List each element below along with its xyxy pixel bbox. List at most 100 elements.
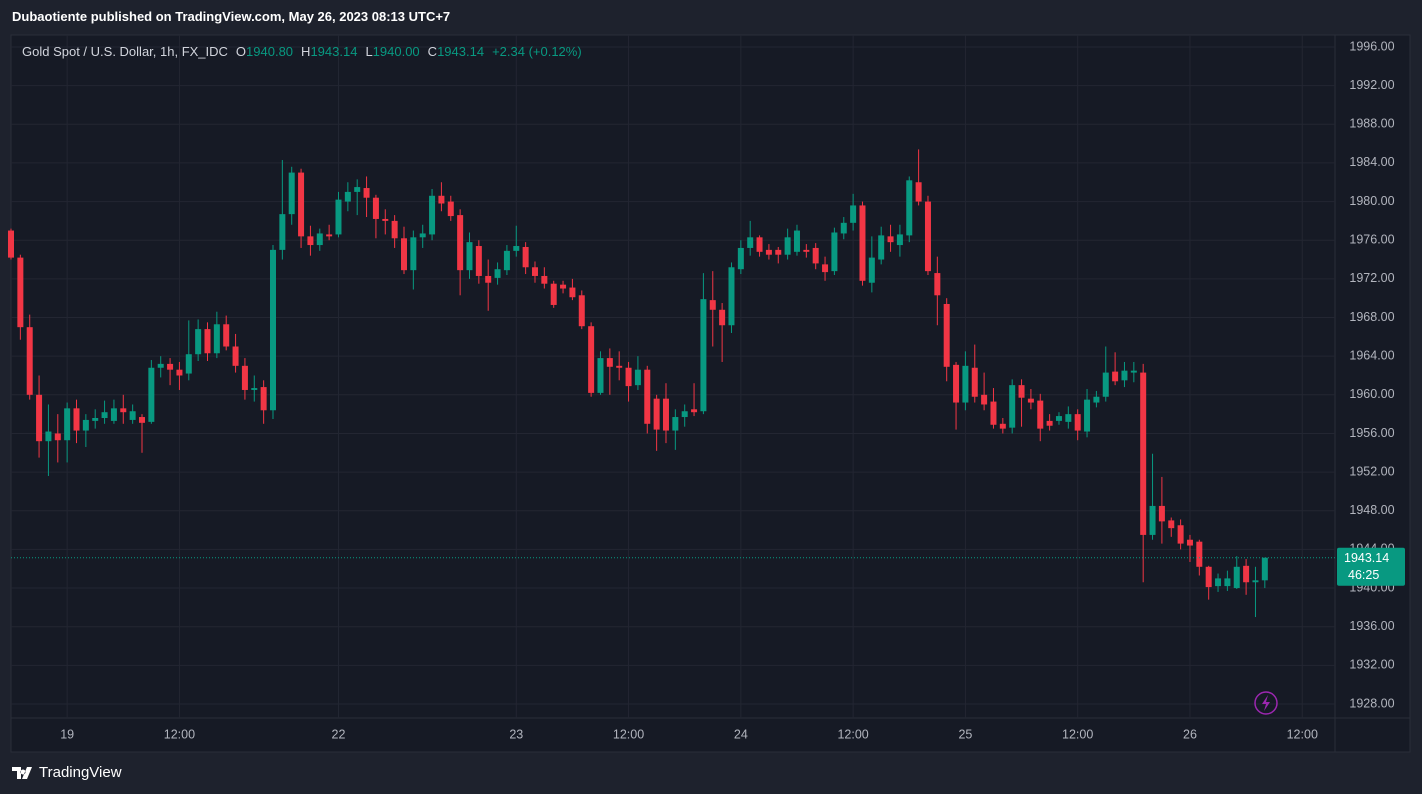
candle-body (896, 234, 903, 246)
candle-body (1055, 416, 1062, 421)
candle-body (765, 249, 772, 255)
symbol: Gold Spot / U.S. Dollar, 1h, FX_IDC (22, 44, 228, 59)
candle-body (737, 247, 744, 270)
candle-body (1252, 580, 1259, 583)
x-tick-label: 22 (332, 727, 346, 741)
candle-body (195, 329, 202, 355)
open-label: O (235, 44, 247, 59)
candle-body (1018, 385, 1025, 398)
candle-body (1196, 541, 1203, 567)
chart-panel (10, 34, 1411, 753)
candle-body (447, 201, 454, 217)
candle-body (110, 408, 117, 421)
candle-body (644, 369, 651, 424)
lightning-icon[interactable] (1254, 691, 1278, 715)
candle-body (756, 237, 763, 252)
x-tick-label: 23 (509, 727, 523, 741)
candle-body (204, 329, 211, 354)
brand-logo (12, 766, 32, 779)
candle-body (223, 324, 230, 347)
candle-body (120, 408, 127, 413)
candle-body (653, 398, 660, 430)
low-label: L (365, 44, 373, 59)
candle-body (962, 365, 969, 403)
y-tick-label: 1972.00 (1349, 271, 1394, 285)
candle-body (298, 172, 305, 237)
brand-name: TradingView (39, 764, 122, 781)
candle-body (92, 417, 99, 421)
candle-body (1158, 505, 1165, 522)
candle-body (251, 388, 258, 390)
candle-body (541, 275, 548, 284)
y-tick-label: 1964.00 (1349, 348, 1394, 362)
candle-body (784, 237, 791, 255)
candle-body (1009, 385, 1016, 428)
candle-body (662, 398, 669, 431)
candle-body (981, 394, 988, 405)
candle-body (868, 257, 875, 283)
candle-body (157, 363, 164, 368)
candle-body (1102, 372, 1109, 397)
y-tick-label: 1956.00 (1349, 426, 1394, 440)
caption: Dubaotiente published on TradingView.com… (12, 9, 451, 24)
candle-body (625, 367, 632, 387)
candle-body (775, 249, 782, 255)
candle-body (588, 326, 595, 393)
candle-body (354, 187, 361, 192)
x-tick-label: 24 (734, 727, 748, 741)
candle-body (793, 230, 800, 252)
x-tick-label: 12:00 (613, 727, 644, 741)
candle-body (934, 273, 941, 296)
candle-body (185, 354, 192, 374)
candle-body (419, 233, 426, 238)
candle-body (1065, 414, 1072, 422)
candle-body (803, 249, 810, 252)
y-tick-label: 1948.00 (1349, 503, 1394, 517)
candle-body (503, 250, 510, 271)
x-tick-label: 12:00 (1287, 727, 1318, 741)
candle-body (279, 214, 286, 250)
candle-body (326, 234, 333, 237)
candle-body (485, 275, 492, 283)
candle-body (1224, 578, 1231, 587)
candle-body (1186, 539, 1193, 546)
high-value: 1943.14 (310, 44, 358, 59)
candle-body (269, 249, 276, 411)
candle-body (822, 264, 829, 273)
candle-body (569, 287, 576, 298)
candle-body (887, 236, 894, 243)
candle-body (45, 431, 52, 442)
candle-body (344, 191, 351, 202)
candle-body (915, 182, 922, 202)
candle-body (391, 220, 398, 239)
axes: 1928.001932.001936.001940.001944.001948.… (60, 39, 1405, 741)
candle-body (681, 411, 688, 418)
candle-body (513, 246, 520, 251)
countdown-label: 46:25 (1348, 568, 1379, 582)
candle-body (943, 303, 950, 367)
brand: TradingView (12, 764, 122, 781)
candle-body (1130, 370, 1137, 373)
y-tick-label: 1980.00 (1349, 194, 1394, 208)
candle-body (213, 324, 220, 354)
candle-body (578, 295, 585, 327)
candle-body (129, 411, 136, 420)
candle-body (953, 364, 960, 403)
candle-body (410, 237, 417, 271)
candle-body (700, 299, 707, 412)
last-price-tag (1337, 547, 1405, 586)
y-tick-label: 1968.00 (1349, 310, 1394, 324)
candle-body (73, 408, 80, 431)
candle-body (1037, 400, 1044, 429)
candle-body (475, 246, 482, 276)
y-tick-label: 1952.00 (1349, 464, 1394, 478)
candle-body (831, 232, 838, 272)
y-tick-label: 1996.00 (1349, 39, 1394, 53)
candle-body (307, 236, 314, 246)
candle-body (372, 197, 379, 219)
candle-body (990, 401, 997, 425)
low-value: 1940.00 (372, 44, 420, 59)
candle-body (260, 387, 267, 411)
candle-body (1243, 565, 1250, 583)
